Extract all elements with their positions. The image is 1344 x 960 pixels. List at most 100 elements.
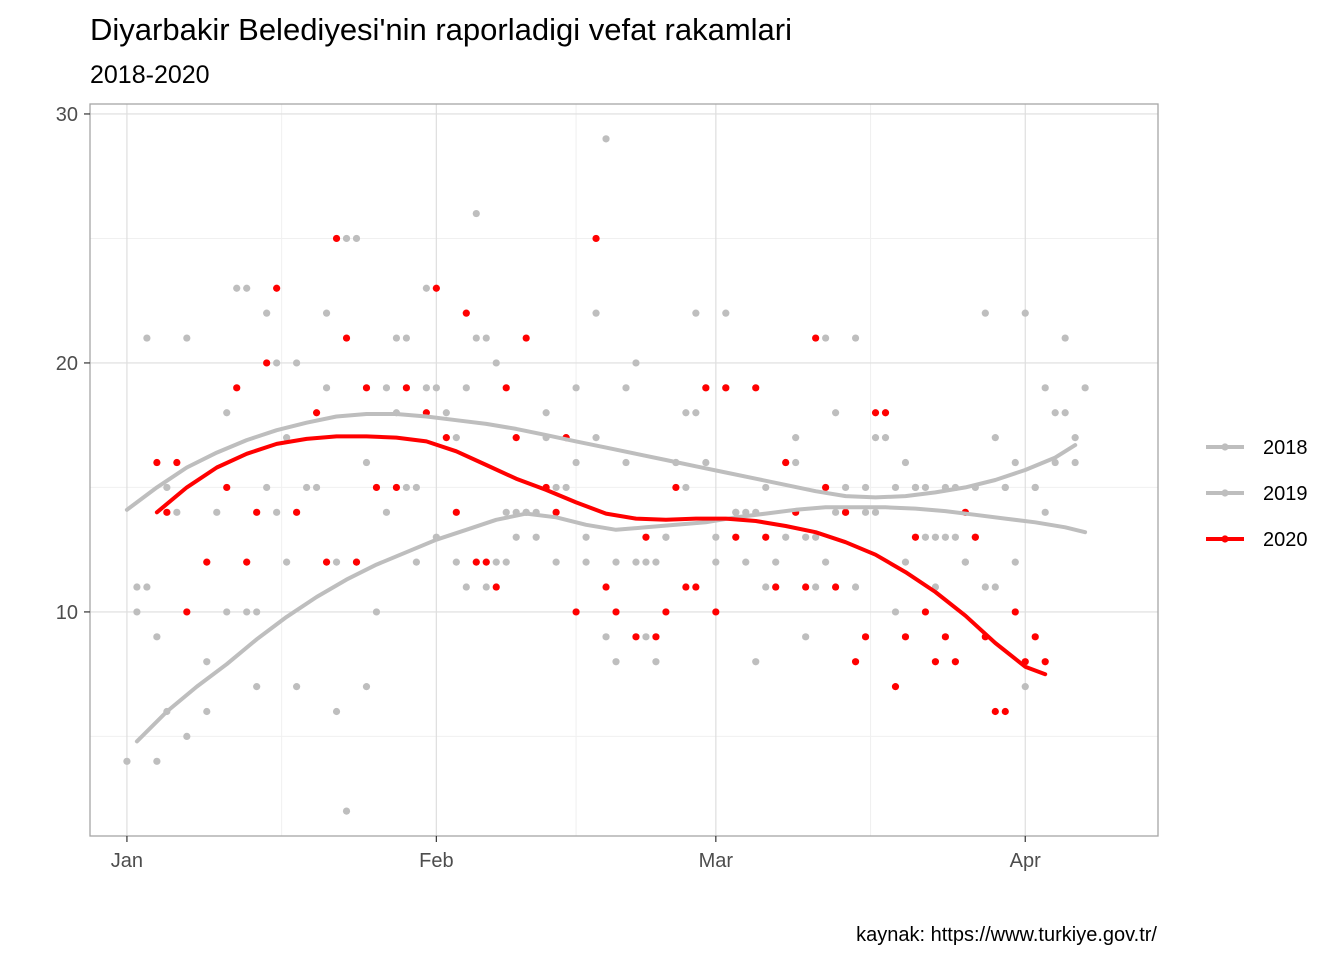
data-point-2020 <box>931 658 940 666</box>
data-point-2020 <box>203 558 211 566</box>
data-point-2018 <box>832 508 840 516</box>
data-point-2020 <box>652 633 660 641</box>
data-point-2018 <box>452 558 460 566</box>
data-point-2020 <box>802 583 810 591</box>
data-point-2018 <box>233 284 241 292</box>
data-point-2019 <box>662 533 670 541</box>
data-point-2018 <box>881 434 890 442</box>
data-point-2020 <box>432 284 440 292</box>
data-point-2018 <box>412 558 420 566</box>
data-point-2018 <box>991 434 999 442</box>
data-point-2020 <box>243 558 251 566</box>
data-point-2020 <box>223 483 231 492</box>
data-point-2018 <box>871 508 880 516</box>
data-point-2018 <box>1051 458 1059 467</box>
data-point-2018 <box>861 483 870 492</box>
chart-caption: kaynak: https://www.turkiye.gov.tr/ <box>856 924 1157 946</box>
data-point-2019 <box>332 707 341 716</box>
data-point-2019 <box>412 483 420 492</box>
data-point-2019 <box>133 583 141 591</box>
data-point-2018 <box>143 583 151 591</box>
data-point-2019 <box>1051 409 1059 417</box>
data-point-2020 <box>971 533 979 541</box>
data-point-2018 <box>502 508 510 516</box>
data-point-2020 <box>522 334 530 342</box>
data-point-2020 <box>861 633 870 641</box>
data-point-2018 <box>372 608 381 616</box>
data-point-2019 <box>552 483 560 492</box>
data-point-2018 <box>632 359 640 367</box>
x-tick-label: Jan <box>111 850 143 872</box>
data-point-2020 <box>632 633 640 641</box>
data-point-2019 <box>692 309 700 317</box>
data-point-2019 <box>283 558 291 566</box>
data-point-2019 <box>901 558 910 566</box>
data-point-2018 <box>702 458 710 467</box>
data-point-2020 <box>163 508 171 516</box>
data-point-2019 <box>911 483 920 492</box>
data-point-2020 <box>812 334 820 342</box>
data-point-2019 <box>462 583 470 591</box>
data-point-2020 <box>672 483 680 492</box>
data-point-2018 <box>762 483 770 492</box>
data-point-2019 <box>1061 334 1069 342</box>
data-point-2019 <box>1041 384 1049 392</box>
data-point-2018 <box>243 608 251 616</box>
data-point-2019 <box>263 309 271 317</box>
data-point-2020 <box>732 533 740 541</box>
data-point-2019 <box>861 508 870 516</box>
data-point-2019 <box>642 633 650 641</box>
trend-line-2018 <box>134 505 1088 744</box>
data-point-2018 <box>322 384 331 392</box>
data-point-2018 <box>472 334 480 342</box>
data-point-2020 <box>462 309 470 317</box>
data-point-2018 <box>392 334 401 342</box>
data-point-2019 <box>253 608 261 616</box>
data-point-2018 <box>293 359 301 367</box>
data-point-2020 <box>293 508 301 516</box>
data-point-2019 <box>961 558 969 566</box>
data-point-2020 <box>712 608 720 616</box>
data-point-2020 <box>1011 608 1019 616</box>
data-point-2018 <box>1011 458 1019 467</box>
data-point-2018 <box>582 558 590 566</box>
data-point-2019 <box>762 583 770 591</box>
data-point-2019 <box>362 683 371 691</box>
data-point-2018 <box>612 658 620 666</box>
data-point-2018 <box>402 483 411 492</box>
data-point-2020 <box>402 384 411 392</box>
data-point-2018 <box>482 583 490 591</box>
data-point-2020 <box>921 608 930 616</box>
data-point-2019 <box>981 583 989 591</box>
data-point-2019 <box>951 533 959 541</box>
data-point-2020 <box>322 558 331 566</box>
data-point-2018 <box>382 384 391 392</box>
x-tick-label: Apr <box>1010 850 1041 872</box>
data-point-2018 <box>812 583 820 591</box>
data-point-2018 <box>941 533 949 541</box>
data-point-2020 <box>233 384 241 392</box>
data-point-2018 <box>163 483 171 492</box>
data-point-2019 <box>153 757 161 765</box>
data-point-2020 <box>273 284 281 292</box>
data-point-2019 <box>293 683 301 691</box>
data-point-2018 <box>263 483 271 492</box>
legend-key-point-2018 <box>1221 443 1229 451</box>
data-point-2020 <box>822 483 830 492</box>
data-point-2018 <box>802 533 810 541</box>
data-point-2018 <box>1071 434 1079 442</box>
data-point-2020 <box>332 234 341 243</box>
data-point-2019 <box>322 309 331 317</box>
data-point-2020 <box>392 483 401 492</box>
data-point-2018 <box>841 483 850 492</box>
data-point-2019 <box>492 359 500 367</box>
data-point-2018 <box>692 409 700 417</box>
data-point-2018 <box>203 658 211 666</box>
legend-label-2019: 2019 <box>1263 483 1308 505</box>
data-point-2019 <box>772 558 780 566</box>
data-point-2020 <box>342 334 351 342</box>
data-point-2019 <box>732 508 740 516</box>
data-point-2018 <box>901 458 910 467</box>
data-point-2019 <box>183 334 191 342</box>
data-point-2018 <box>822 558 830 566</box>
